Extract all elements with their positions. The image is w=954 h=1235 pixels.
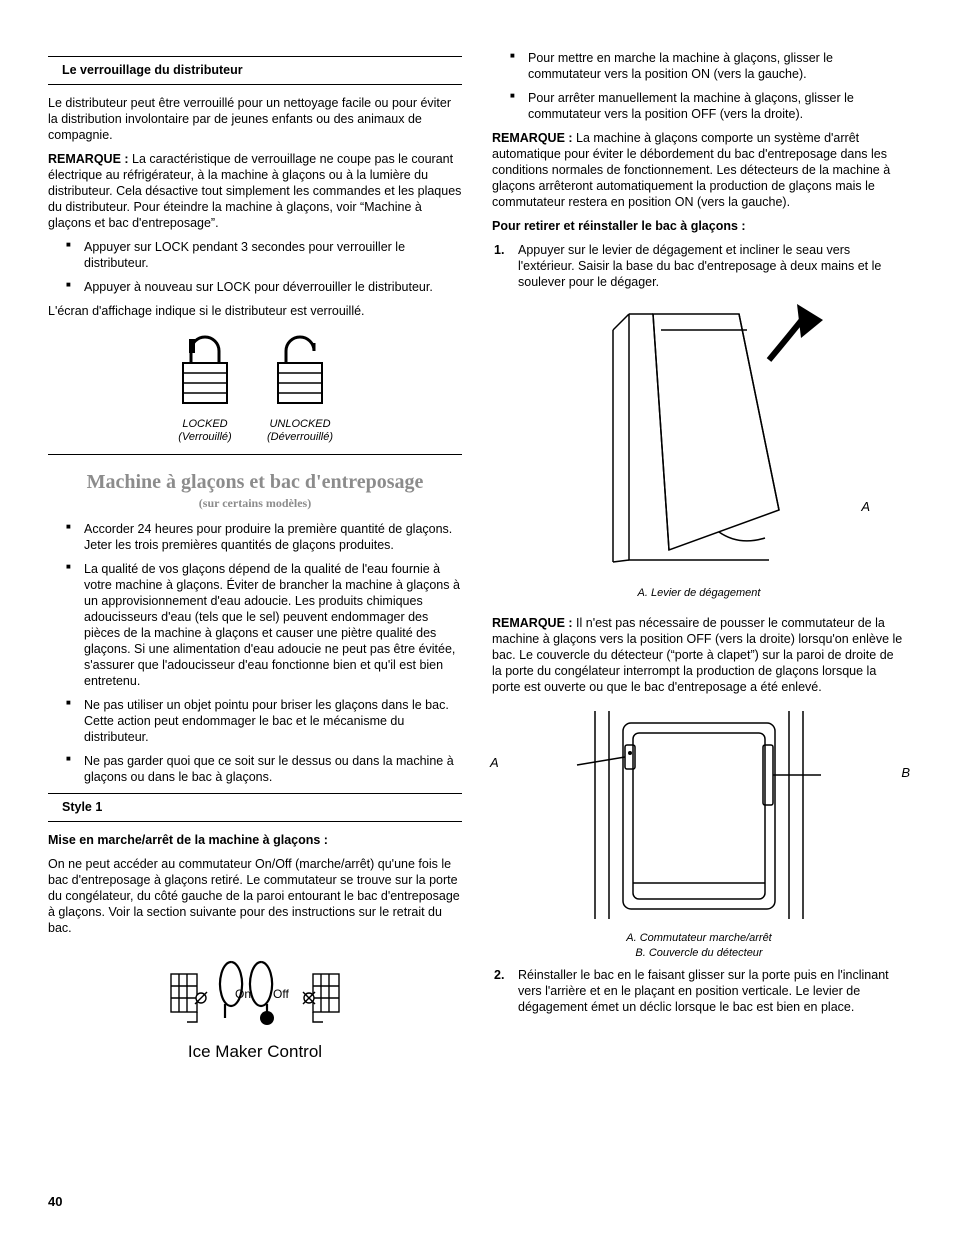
bullet-item: Ne pas garder quoi que ce soit sur le de… [66, 753, 462, 785]
ice-maker-control-figure: On Off Ice Maker Control [48, 946, 462, 1062]
section-rule-style1: Style 1 [48, 793, 462, 822]
bullet-item: La qualité de vos glaçons dépend de la q… [66, 561, 462, 689]
unlocked-line1: UNLOCKED [269, 418, 330, 430]
right-column: Pour mettre en marche la machine à glaço… [492, 50, 906, 1062]
figure-label-a: A [490, 755, 499, 770]
lock-icons-row: LOCKED (Verrouillé) UNLOCKED (Déverro [48, 329, 462, 444]
numbered-list: Appuyer sur le levier de dégagement et i… [492, 242, 906, 290]
bullet-list: Appuyer sur LOCK pendant 3 secondes pour… [48, 239, 462, 295]
style1-title: Style 1 [62, 800, 102, 814]
figure-label-b: B [901, 765, 910, 780]
divider [48, 454, 462, 455]
bullet-list: Pour mettre en marche la machine à glaço… [492, 50, 906, 122]
figure-caption: A. Levier de dégagement [492, 586, 906, 601]
bullet-item: Accorder 24 heures pour produire la prem… [66, 521, 462, 553]
bullet-item: Appuyer à nouveau sur LOCK pour déverrou… [66, 279, 462, 295]
paragraph-remark: REMARQUE : La machine à glaçons comporte… [492, 130, 906, 210]
figure-label-a: A [861, 499, 870, 514]
bullet-list: Accorder 24 heures pour produire la prem… [48, 521, 462, 785]
tilt-bin-figure: A [492, 300, 906, 580]
tilt-bin-icon [569, 300, 829, 580]
two-column-layout: Le verrouillage du distributeur Le distr… [48, 50, 906, 1062]
ice-maker-control-icon: On Off [165, 946, 345, 1036]
unlocked-line2: (Déverrouillé) [267, 431, 333, 443]
locked-line1: LOCKED [182, 418, 227, 430]
bullet-item: Pour mettre en marche la machine à glaço… [510, 50, 906, 82]
paragraph-remark: REMARQUE : La caractéristique de verroui… [48, 151, 462, 231]
unlocked-caption: UNLOCKED (Déverrouillé) [267, 418, 333, 444]
left-column: Le verrouillage du distributeur Le distr… [48, 50, 462, 1062]
on-text: On [235, 987, 251, 1001]
fig2-cap-b: B. Couvercle du détecteur [635, 947, 762, 959]
section-rule-lock: Le verrouillage du distributeur [48, 56, 462, 85]
bullet-item: Appuyer sur LOCK pendant 3 secondes pour… [66, 239, 462, 271]
ice-control-caption: Ice Maker Control [188, 1042, 322, 1062]
fig2-cap-a: A. Commutateur marche/arrêt [626, 932, 772, 944]
numbered-item: Réinstaller le bac en le faisant glisser… [492, 967, 906, 1015]
lock-open-icon [272, 329, 328, 409]
front-panel-figure: A B [492, 705, 906, 925]
paragraph-remark: REMARQUE : Il n'est pas nécessaire de po… [492, 615, 906, 695]
slider-knob-icon [260, 1011, 274, 1025]
page-number: 40 [48, 1194, 62, 1209]
paragraph: L'écran d'affichage indique si le distri… [48, 303, 462, 319]
bullet-item: Ne pas utiliser un objet pointu pour bri… [66, 697, 462, 745]
section-subtitle: (sur certains modèles) [48, 496, 462, 511]
lock-closed-icon [177, 329, 233, 409]
section-title-lock: Le verrouillage du distributeur [62, 63, 243, 77]
paragraph: Le distributeur peut être verrouillé pou… [48, 95, 462, 143]
locked-item: LOCKED (Verrouillé) [177, 329, 233, 444]
figure-caption-2: A. Commutateur marche/arrêt B. Couvercle… [492, 931, 906, 961]
page: Le verrouillage du distributeur Le distr… [0, 0, 954, 1235]
locked-caption: LOCKED (Verrouillé) [177, 418, 233, 444]
remark-label: REMARQUE : [48, 152, 129, 166]
subheading: Mise en marche/arrêt de la machine à gla… [48, 832, 462, 848]
subheading: Pour retirer et réinstaller le bac à gla… [492, 218, 906, 234]
numbered-list: Réinstaller le bac en le faisant glisser… [492, 967, 906, 1015]
paragraph: On ne peut accéder au commutateur On/Off… [48, 856, 462, 936]
front-panel-icon [569, 705, 829, 925]
section-heading: Machine à glaçons et bac d'entreposage [48, 471, 462, 494]
remark-label: REMARQUE : [492, 131, 573, 145]
locked-line2: (Verrouillé) [178, 431, 231, 443]
remark-label: REMARQUE : [492, 616, 573, 630]
off-text: Off [273, 987, 289, 1001]
unlocked-item: UNLOCKED (Déverrouillé) [267, 329, 333, 444]
numbered-item: Appuyer sur le levier de dégagement et i… [492, 242, 906, 290]
bullet-item: Pour arrêter manuellement la machine à g… [510, 90, 906, 122]
